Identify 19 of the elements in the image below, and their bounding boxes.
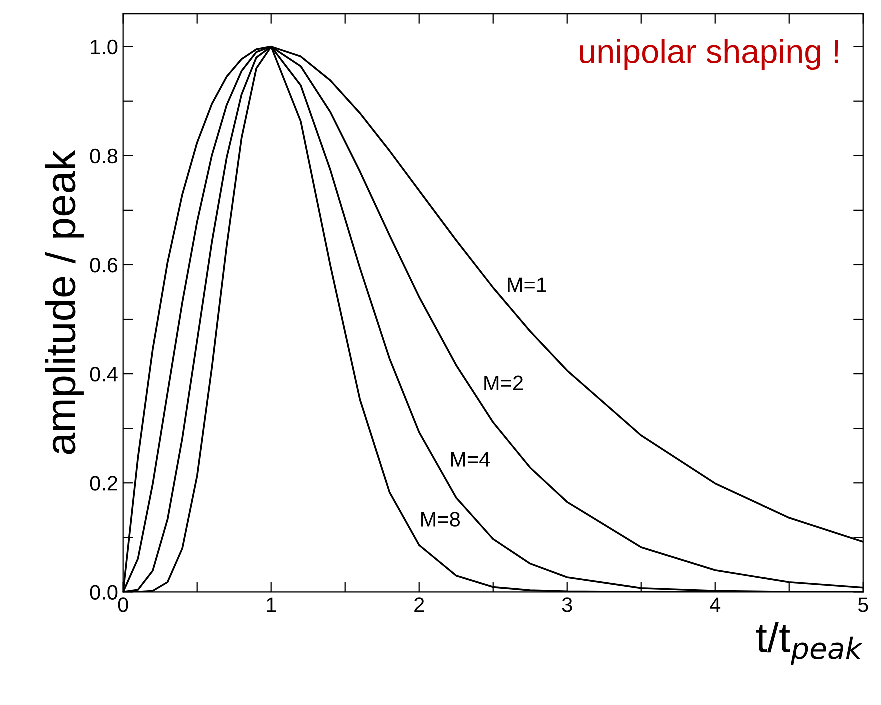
series-label: M=4: [451, 452, 490, 467]
x-axis-title: t/t$_{peak}$: [756, 622, 864, 666]
x-tick-label: 5: [858, 598, 868, 612]
x-tick-label: 4: [710, 598, 721, 612]
y-tick-label: 0.0: [90, 585, 118, 600]
series-label: M=8: [422, 512, 460, 527]
x-tick-label: 0: [118, 598, 128, 612]
y-tick-label: 0.2: [90, 476, 118, 491]
y-axis-title: amplitude / peak: [45, 150, 84, 454]
y-tick-label: 0.6: [90, 258, 118, 273]
x-tick-label: 1: [267, 598, 276, 612]
x-tick-label: 3: [562, 598, 572, 612]
series-label: M=2: [484, 376, 523, 390]
y-tick-label: 0.8: [90, 148, 118, 164]
series-label: M=1: [508, 278, 546, 292]
annotation: unipolar shaping !: [580, 39, 838, 70]
y-tick-label: 1.0: [91, 40, 118, 55]
y-tick-label: 0.4: [90, 367, 118, 382]
x-tick-label: 2: [414, 598, 424, 612]
